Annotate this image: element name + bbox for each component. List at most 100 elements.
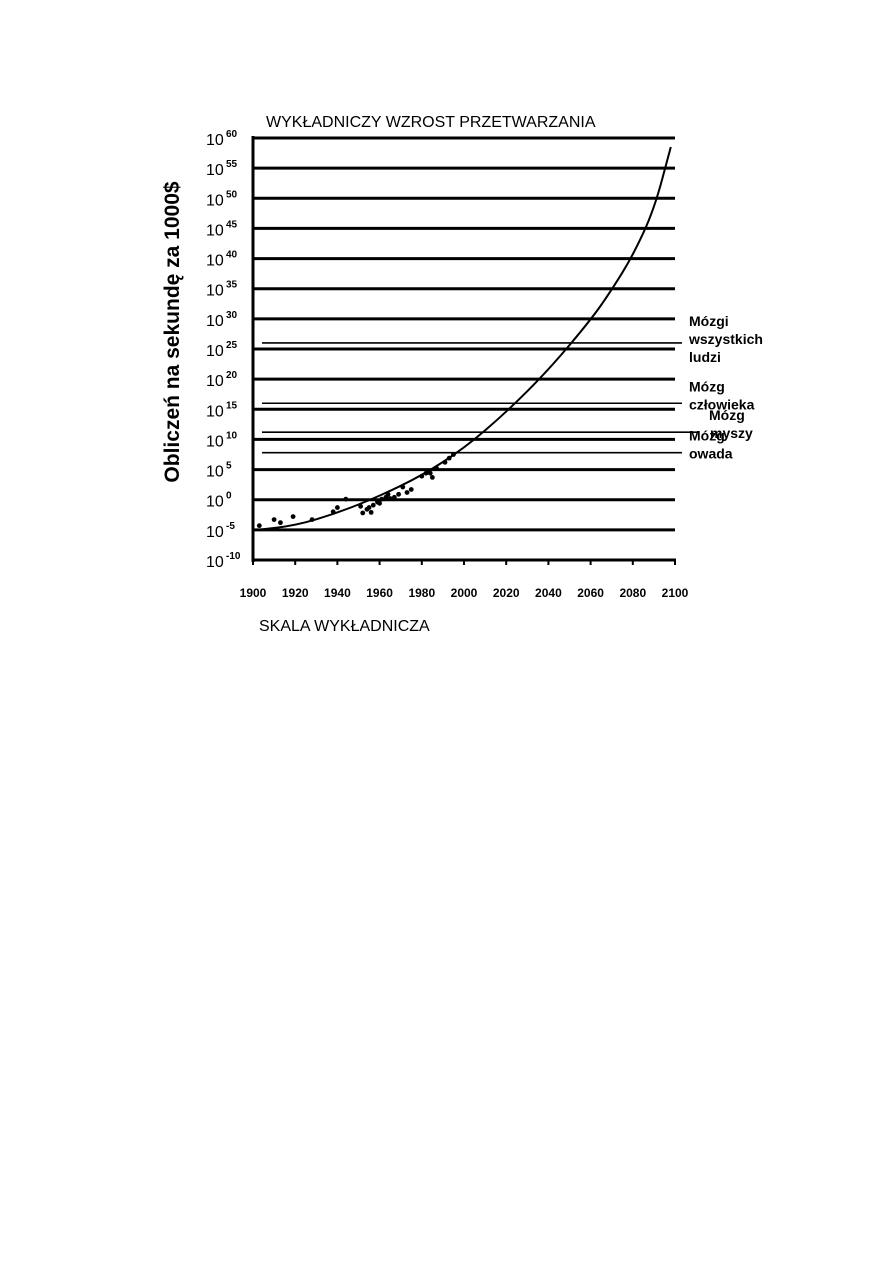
y-tick-base: 10 (206, 403, 224, 420)
y-tick-exponent: 20 (226, 370, 238, 381)
data-point (427, 470, 433, 476)
y-tick-base: 10 (206, 524, 224, 541)
data-point (429, 475, 435, 480)
y-tick-label: 10 20 (206, 370, 238, 390)
y-tick-base: 10 (206, 433, 224, 450)
data-point (434, 465, 439, 471)
trend-curve-layer (257, 146, 672, 531)
data-point (309, 517, 315, 523)
x-tick-label: 1940 (324, 586, 351, 600)
x-tick-label: 1900 (240, 586, 267, 600)
data-point (366, 505, 372, 510)
data-point (330, 509, 336, 515)
y-tick-exponent: 25 (226, 340, 238, 351)
reference-label: wszystkich (688, 331, 763, 347)
data-points (256, 452, 456, 529)
reference-label: Mózg (689, 428, 725, 444)
data-point (408, 487, 414, 492)
data-point (391, 494, 397, 500)
y-tick-base: 10 (206, 192, 224, 209)
y-tick-label: 10 -5 (206, 521, 235, 541)
y-tick-exponent: 60 (226, 129, 238, 140)
y-tick-base: 10 (206, 494, 224, 511)
y-tick-exponent: 30 (226, 310, 238, 321)
reference-label: człowieka (689, 396, 755, 412)
reference-label: myszy (710, 425, 753, 441)
x-tick-label: 2060 (577, 586, 604, 600)
data-point (358, 503, 364, 509)
x-tick-label: 2000 (451, 586, 478, 600)
y-tick-label: 10 10 (206, 430, 238, 450)
data-point (446, 455, 452, 461)
data-point (370, 502, 376, 508)
data-point (400, 484, 406, 490)
y-tick-base: 10 (206, 554, 224, 571)
data-point (271, 517, 277, 523)
data-point (343, 496, 349, 502)
data-point (335, 505, 340, 510)
y-tick-label: 10 45 (206, 219, 238, 239)
reference-label: Mózg (709, 407, 745, 423)
y-tick-base: 10 (206, 464, 224, 481)
y-axis-label: Obliczeń na sekundę za 1000$ (161, 181, 184, 482)
x-tick-label: 1920 (282, 586, 309, 600)
y-tick-label: 10 5 (206, 461, 232, 481)
data-point (360, 510, 366, 516)
data-point (404, 490, 410, 495)
x-tick-label: 2040 (535, 586, 562, 600)
data-point (278, 520, 283, 526)
data-point (396, 491, 401, 497)
y-tick-base: 10 (206, 253, 224, 270)
x-tick-label: 2100 (662, 586, 689, 600)
y-tick-label: 10 30 (206, 310, 238, 330)
data-point (423, 470, 429, 476)
y-tick-exponent: -10 (226, 551, 241, 562)
y-tick-exponent: 35 (226, 280, 238, 291)
y-tick-label: 10 55 (206, 159, 238, 179)
y-tick-label: 10 25 (206, 340, 238, 360)
y-tick-exponent: 50 (226, 189, 238, 200)
y-tick-base: 10 (206, 222, 224, 239)
reference-label: ludzi (689, 349, 721, 365)
y-tick-base: 10 (206, 162, 224, 179)
x-tick-label: 2020 (493, 586, 520, 600)
data-point (387, 496, 393, 501)
y-tick-label: 10 35 (206, 280, 238, 300)
y-tick-exponent: 15 (226, 400, 238, 411)
x-tick-label: 1980 (408, 586, 435, 600)
x-tick-labels: 1900 1920 1940 1960 1980 2000 2020 2040 2060 2080… (240, 560, 689, 600)
y-tick-label: 10 15 (206, 400, 238, 420)
data-point (419, 473, 425, 479)
data-point (256, 523, 262, 529)
chart-title: WYKŁADNICZY WZROST PRZETWARZANIA (266, 114, 596, 131)
y-tick-label: 10 -10 (206, 551, 241, 571)
data-point (368, 509, 374, 515)
data-point (379, 496, 385, 502)
y-tick-base: 10 (206, 373, 224, 390)
data-point (377, 500, 382, 506)
y-tick-label: 10 40 (206, 250, 238, 270)
y-tick-exponent: 40 (226, 250, 238, 261)
y-tick-exponent: 45 (226, 219, 238, 230)
reference-label: Mózgi (689, 313, 729, 329)
y-tick-base: 10 (206, 313, 224, 330)
y-tick-label: 10 0 (206, 491, 232, 511)
data-point (290, 514, 296, 519)
data-point (442, 459, 448, 465)
y-tick-exponent: 55 (226, 159, 238, 170)
y-tick-exponent: 10 (226, 430, 238, 441)
y-tick-base: 10 (206, 132, 224, 149)
x-tick-label: 2080 (619, 586, 646, 600)
reference-levels: MózgiwszystkichludziMózgczłowiekaMózgmys… (262, 313, 763, 462)
y-tick-exponent: -5 (226, 521, 235, 532)
reference-label: Mózg (689, 378, 725, 394)
y-tick-label: 10 60 (206, 129, 238, 149)
y-tick-base: 10 (206, 343, 224, 360)
y-tick-exponent: 0 (226, 491, 232, 502)
y-tick-exponent: 5 (226, 461, 232, 472)
data-point (385, 491, 391, 497)
grid (253, 136, 675, 532)
trend-curve (257, 146, 672, 531)
